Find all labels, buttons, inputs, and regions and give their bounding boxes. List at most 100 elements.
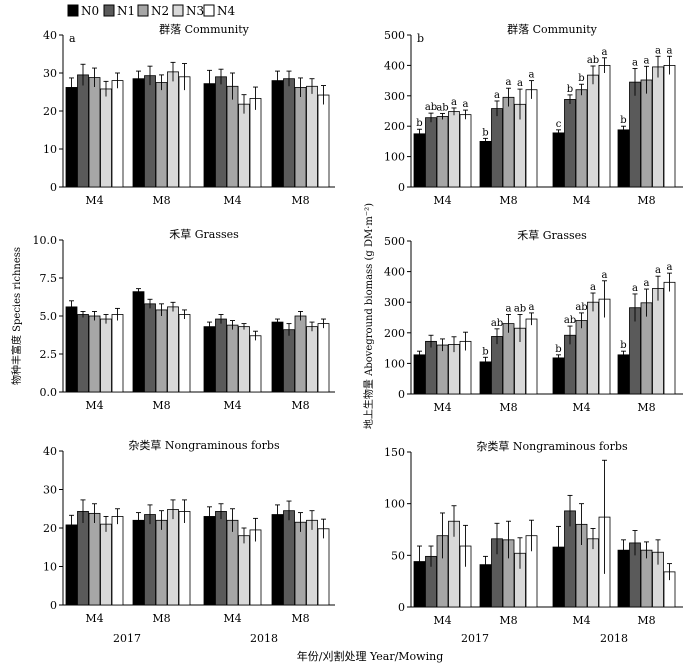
significance-letter: a (590, 282, 596, 293)
bar-n3-m4 (100, 318, 112, 393)
bar-n2-m8 (155, 82, 168, 188)
x-axis-label: 年份/刈割处理 Year/Mowing (297, 649, 444, 663)
legend-label-n2: N2 (151, 4, 169, 18)
x-tick-label: M8 (152, 194, 170, 207)
y-tick-label: 30 (43, 484, 57, 497)
bar-n4-m4 (111, 80, 124, 188)
x-tick-label: M4 (433, 401, 451, 414)
bar-n0-m4 (552, 132, 565, 188)
y-tick-label: 500 (384, 29, 405, 42)
bar-n1-m8 (491, 336, 503, 395)
bar-n3-m4 (448, 111, 460, 188)
significance-letter: ab (514, 303, 526, 314)
significance-letter: ab (575, 302, 587, 313)
significance-letter: a (529, 70, 535, 81)
bar-n0-m4 (65, 306, 78, 393)
y-tick-label: 300 (384, 296, 405, 309)
bar-n1-m4 (77, 74, 89, 188)
bar-n1-m4 (77, 511, 89, 606)
x-tick-label: M4 (223, 194, 241, 207)
bar-n4-m4 (459, 114, 472, 188)
year-label-right-2017: 2017 (461, 632, 489, 645)
bar-n1-m8 (283, 329, 295, 393)
significance-letter: a (632, 283, 638, 294)
bar-n2-m4 (226, 519, 239, 606)
bar-n4-m8 (317, 528, 330, 606)
bar-n4-m8 (178, 511, 191, 606)
x-tick-label: M4 (572, 194, 590, 207)
significance-letter: b (482, 127, 488, 138)
bar-n0-m8 (479, 140, 492, 188)
bar-n0-m4 (203, 326, 216, 393)
bar-n3-m4 (587, 74, 599, 188)
bar-n2-m8 (640, 79, 653, 188)
significance-letter: a (506, 303, 512, 314)
bar-n2-m4 (88, 315, 101, 393)
y-tick-label: 0 (398, 388, 405, 401)
bar-n3-m8 (167, 509, 179, 606)
significance-letter: a (602, 270, 608, 281)
year-label-left-2017: 2017 (113, 632, 141, 645)
bar-n2-m4 (436, 344, 449, 395)
bar-n1-m4 (215, 318, 227, 393)
bar-n2-m4 (226, 324, 239, 393)
bar-n0-m4 (552, 357, 565, 395)
year-label-right-2018: 2018 (600, 632, 628, 645)
significance-letter: b (482, 346, 488, 357)
bar-n2-m8 (294, 315, 307, 393)
bar-n3-m8 (306, 519, 318, 606)
bar-n1-m4 (425, 117, 437, 188)
significance-letter: a (463, 99, 469, 110)
y-tick-label: 20 (43, 522, 57, 535)
bar-n4-m8 (317, 94, 330, 188)
bar-n1-m8 (491, 108, 503, 188)
bar-n3-m4 (100, 88, 112, 188)
bar-n3-m4 (238, 535, 250, 606)
bar-n2-m8 (502, 323, 515, 395)
x-tick-label: M8 (152, 612, 170, 625)
bar-n2-m8 (155, 309, 168, 393)
y-tick-label: 10 (43, 561, 57, 574)
bar-n3-m4 (238, 103, 250, 188)
y-tick-label: 20 (43, 105, 57, 118)
panel-title: 群落 Community (159, 22, 250, 36)
x-tick-label: M8 (291, 194, 309, 207)
bar-n1-m4 (215, 76, 227, 188)
significance-letter: a (644, 278, 650, 289)
x-tick-label: M4 (223, 612, 241, 625)
bar-n1-m8 (629, 81, 641, 188)
bar-n1-m8 (144, 303, 156, 393)
bar-n2-m8 (294, 87, 307, 188)
bar-n1-m8 (144, 514, 156, 606)
bar-n0-m8 (271, 321, 284, 393)
bar-n2-m4 (88, 77, 101, 188)
panel-title: 群落 Community (507, 22, 598, 36)
y-tick-label: 40 (43, 445, 57, 458)
year-label-left-2018: 2018 (250, 632, 278, 645)
bar-n4-m8 (178, 76, 191, 188)
bar-n1-m4 (425, 340, 437, 395)
y-tick-label: 400 (384, 59, 405, 72)
bar-n0-m4 (65, 524, 78, 606)
panel-title: 禾草 Grasses (517, 229, 587, 242)
x-tick-label: M4 (85, 194, 103, 207)
bar-n0-m4 (413, 354, 426, 395)
bar-n2-m8 (294, 521, 307, 606)
bar-n4-m4 (249, 335, 262, 393)
right-y-axis-label: 地上生物量 Aboveground biomass (g DM·m⁻²) (362, 203, 375, 429)
significance-letter: ab (587, 55, 599, 66)
y-tick-label: 200 (384, 120, 405, 133)
bar-n2-m4 (226, 85, 239, 188)
y-tick-label: 400 (384, 266, 405, 279)
bar-n1-m4 (564, 99, 576, 188)
bar-n3-m8 (167, 71, 179, 188)
significance-letter: ab (491, 318, 503, 329)
significance-letter: ab (436, 102, 448, 113)
y-tick-label: 50 (391, 549, 405, 562)
x-tick-label: M4 (85, 399, 103, 412)
significance-letter: ab (564, 315, 576, 326)
y-tick-label: 2.5 (40, 348, 58, 361)
significance-letter: a (667, 45, 673, 56)
